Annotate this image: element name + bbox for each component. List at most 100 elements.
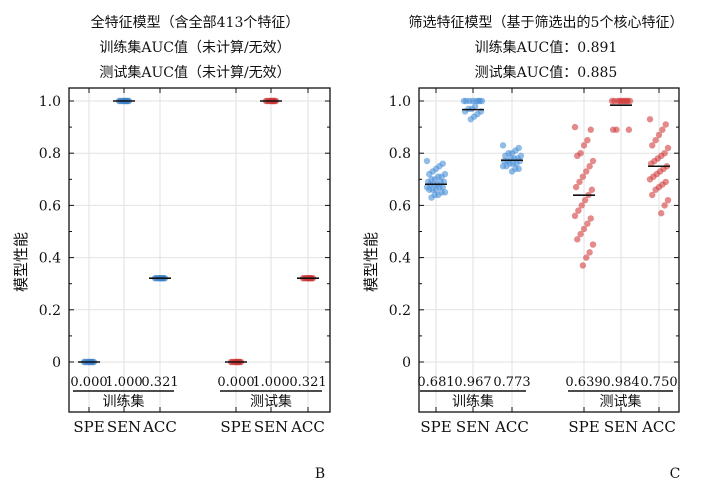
data-point — [571, 212, 579, 220]
data-point — [584, 136, 591, 144]
data-label: 0.000 — [70, 375, 107, 390]
data-point — [579, 173, 587, 180]
data-point — [652, 186, 659, 193]
data-point — [499, 142, 507, 149]
category-label: ACC — [494, 418, 529, 436]
panel-c: 筛选特征模型（基于筛选出的5个核心特征） 训练集AUC值：0.891 测试集AU… — [362, 14, 683, 482]
panel-letter: C — [670, 466, 681, 482]
y-tick-label: 0.2 — [39, 303, 61, 319]
data-point — [589, 157, 597, 165]
category-label: SPE — [568, 418, 599, 436]
data-label: 1.000 — [252, 375, 289, 390]
data-point — [662, 121, 669, 128]
category-label: SEN — [254, 418, 288, 436]
y-tick-label: 0.6 — [39, 198, 61, 214]
data-point — [616, 97, 624, 105]
data-point — [475, 97, 482, 105]
data-point — [508, 168, 516, 175]
category-label: SPE — [420, 418, 451, 436]
data-point — [646, 176, 654, 183]
data-point — [576, 178, 583, 186]
data-point — [580, 142, 588, 149]
data-point — [574, 152, 581, 160]
data-point — [577, 230, 584, 238]
y-tick-label: 0.4 — [389, 251, 411, 267]
data-point — [586, 163, 593, 170]
data-point — [647, 160, 655, 167]
data-point — [664, 144, 672, 152]
data-point — [611, 97, 618, 105]
axes: 0 0.2 0.4 0.6 0.8 1.0 SPE 0.681 SEN 0.967 ACC 0.773… — [389, 87, 680, 436]
axes: 0 0.2 0.4 0.6 0.8 1.0 SPE 0.000 SEN 1.000 ACC 0.321… — [39, 87, 331, 436]
data-marks — [423, 97, 672, 269]
panel-letter: B — [315, 466, 325, 482]
data-label: 0.984 — [602, 375, 639, 390]
data-point — [664, 196, 672, 204]
y-tick-label: 0 — [52, 355, 61, 371]
plot-frame — [68, 87, 331, 413]
data-marks — [78, 97, 319, 366]
data-point — [578, 202, 585, 209]
y-axis-label: 模型性能 — [362, 232, 380, 292]
data-label: 0.773 — [493, 375, 530, 390]
category-label: ACC — [142, 418, 177, 436]
y-axis-label: 模型性能 — [12, 232, 30, 292]
data-point — [583, 168, 590, 175]
panel-b: 全特征模型（含全部413个特征） 训练集AUC值（未计算/无效） 测试集AUC值… — [12, 14, 331, 482]
data-point — [649, 142, 656, 149]
y-tick-label: 0.6 — [389, 198, 411, 214]
data-point — [589, 241, 597, 248]
data-label: 0.967 — [454, 375, 491, 390]
data-point — [584, 220, 591, 227]
data-label: 0.681 — [417, 375, 454, 390]
data-point — [428, 194, 435, 201]
group-label: 测试集 — [600, 393, 642, 410]
data-label: 0.000 — [217, 375, 254, 390]
data-point — [652, 136, 659, 144]
data-label: 0.639 — [565, 375, 602, 390]
data-point — [655, 131, 663, 139]
group-label: 训练集 — [103, 393, 145, 410]
data-point — [587, 215, 594, 222]
panel-title-line-1: 筛选特征模型（基于筛选出的5个核心特征） — [409, 14, 684, 31]
category-label: SEN — [456, 418, 490, 436]
data-label: 0.321 — [141, 375, 178, 390]
data-point — [502, 152, 509, 160]
group-label: 测试集 — [250, 393, 292, 410]
category-label: SEN — [604, 418, 638, 436]
data-label: 0.321 — [289, 375, 326, 390]
panel-title-line-1: 全特征模型（含全部413个特征） — [91, 14, 300, 31]
data-point — [579, 262, 587, 269]
category-label: SPE — [73, 418, 104, 436]
grid — [69, 88, 330, 412]
data-point — [609, 126, 617, 133]
data-point — [659, 126, 666, 133]
data-point — [646, 116, 654, 123]
y-tick-label: 0.8 — [39, 146, 61, 162]
panel-title-line-3: 测试集AUC值：0.885 — [475, 64, 618, 81]
group-label: 训练集 — [452, 393, 494, 410]
y-tick-label: 0.4 — [39, 251, 61, 267]
data-point — [661, 202, 668, 209]
data-point — [588, 186, 596, 193]
data-point — [583, 254, 590, 261]
data-point — [658, 210, 665, 217]
data-point — [426, 186, 433, 193]
panel-title-line-3: 测试集AUC值（未计算/无效） — [99, 64, 290, 81]
data-point — [499, 163, 507, 170]
category-label: ACC — [641, 418, 676, 436]
data-point — [572, 183, 580, 191]
data-point — [586, 249, 593, 256]
data-point — [574, 236, 581, 243]
data-point — [587, 126, 594, 133]
data-point — [581, 196, 589, 204]
data-point — [575, 207, 582, 214]
data-point — [580, 225, 588, 233]
grid — [419, 88, 679, 412]
category-label: SPE — [220, 418, 251, 436]
data-point — [625, 126, 633, 133]
category-label: ACC — [290, 418, 325, 436]
data-point — [423, 157, 431, 165]
category-label: SEN — [107, 418, 141, 436]
